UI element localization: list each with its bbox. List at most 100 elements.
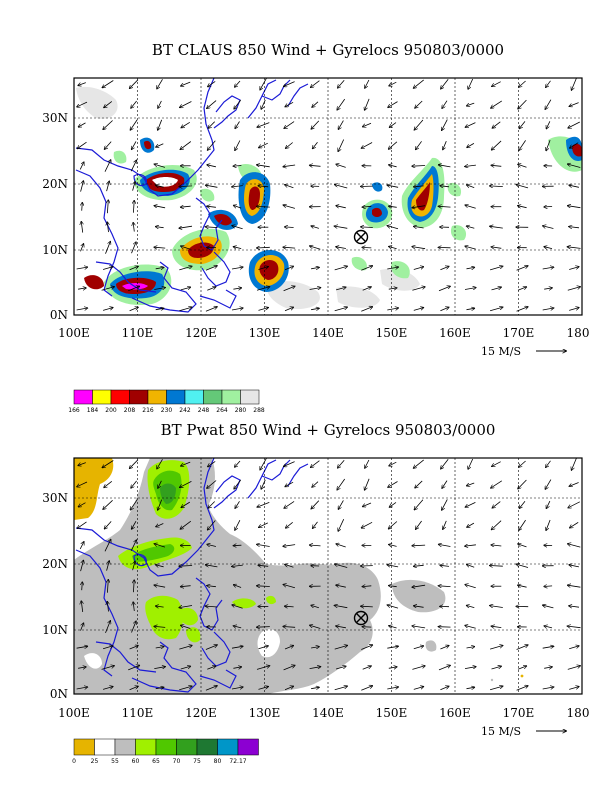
colorbar-tick-label: 230 (161, 407, 173, 414)
wind-vector (361, 606, 373, 607)
wind-vector (180, 141, 192, 150)
colorbar-tick-label: 70 (173, 758, 181, 765)
colorbar-swatch (129, 389, 149, 405)
wind-vector (491, 480, 503, 488)
wind-vector (311, 120, 320, 129)
colorbar-tick-label: 248 (198, 407, 210, 414)
wind-vector (464, 667, 476, 669)
wind-vector (101, 666, 115, 670)
wind-vector (389, 626, 397, 628)
wind-vector (102, 460, 114, 468)
wind-vector (103, 120, 113, 130)
wind-vector (387, 267, 398, 269)
wind-vector (284, 307, 293, 312)
wind-vector (491, 165, 502, 166)
wind-vector (387, 185, 399, 187)
colorbar-tick-label: 208 (124, 407, 136, 414)
colorbar-swatch (147, 389, 167, 405)
wind-vector (235, 460, 241, 467)
wind-vector (416, 141, 422, 149)
wind-vector (572, 78, 577, 90)
wind-vector (234, 99, 242, 109)
wind-vector (107, 222, 108, 233)
wind-vector (80, 181, 84, 192)
wind-vector (284, 501, 295, 508)
wind-vector (260, 458, 267, 469)
colorbar-tick-label: 25 (91, 758, 99, 765)
wind-vector (467, 522, 475, 527)
wind-vector (440, 186, 450, 187)
y-tick: 30N (42, 491, 68, 505)
wind-vector (105, 521, 112, 528)
wind-vector (257, 165, 270, 167)
wind-vector (155, 308, 164, 309)
wind-vector (208, 520, 216, 530)
wind-vector (414, 226, 424, 228)
colorbar-tick-label: 0 (72, 758, 76, 765)
wind-vector (76, 687, 88, 689)
wind-vector (311, 647, 319, 648)
colorbar-tick-label: 55 (111, 758, 119, 765)
x-tick: 140E (312, 706, 344, 720)
wind-vector (468, 78, 474, 89)
wind-vector (568, 626, 581, 628)
wind-vector (335, 226, 348, 229)
wind-vector (362, 586, 372, 587)
claus-colorbar: 166 184 200 208 216 230 242 248 264 280 288 (68, 389, 265, 414)
wind-vector (158, 100, 162, 108)
x-tick: 110E (122, 706, 154, 720)
wind-vector (283, 665, 295, 671)
wind-vector (231, 687, 243, 689)
colorbar-swatch (135, 738, 157, 756)
wind-vector (104, 480, 113, 487)
y-tick: 30N (42, 111, 68, 125)
wind-vector (466, 267, 475, 268)
wind-vector (154, 544, 166, 548)
colorbar-swatch (240, 389, 260, 405)
wind-vector (467, 482, 475, 486)
colorbar-swatch (166, 389, 186, 405)
wind-vector (440, 307, 448, 312)
wind-vector (389, 165, 397, 167)
wind-vector (491, 545, 502, 546)
wind-vector (179, 566, 193, 567)
wind-vector (102, 267, 113, 270)
wind-vector (257, 502, 270, 507)
wind-vector (438, 665, 450, 671)
wind-vector (283, 545, 296, 547)
wind-vector (133, 201, 134, 213)
x-tick: 150E (376, 326, 408, 340)
wind-vector (569, 565, 579, 567)
colorbar-swatch (176, 738, 198, 756)
wind-vector (79, 122, 86, 127)
wind-vector (361, 645, 372, 650)
wind-vector (334, 266, 348, 271)
wind-vector (181, 121, 191, 127)
wind-vector (285, 606, 294, 607)
wind-vector (207, 287, 215, 291)
wind-vector (542, 646, 554, 648)
wind-vector (442, 119, 448, 131)
wind-vector (233, 166, 242, 167)
wind-vector (155, 687, 164, 688)
wind-vector (519, 140, 526, 150)
wind-vector (234, 205, 242, 209)
wind-vector (81, 222, 82, 233)
wind-vector (206, 565, 218, 567)
wind-vector (155, 267, 164, 268)
claus-vector-scale-label: 15 M/S (481, 345, 521, 358)
wind-vector (387, 565, 399, 567)
y-tick: 20N (42, 177, 68, 191)
wind-vector (569, 482, 579, 487)
wind-vector (467, 606, 475, 608)
wind-vector (567, 287, 580, 291)
x-tick: 160E (439, 326, 471, 340)
wind-vector (179, 686, 192, 691)
colorbar-swatch (237, 738, 259, 756)
wind-vector (154, 626, 166, 627)
wind-vector (80, 623, 84, 631)
wind-vector (468, 458, 474, 469)
wind-vector (284, 646, 293, 650)
wind-vector (234, 585, 242, 588)
wind-vector (156, 227, 164, 228)
